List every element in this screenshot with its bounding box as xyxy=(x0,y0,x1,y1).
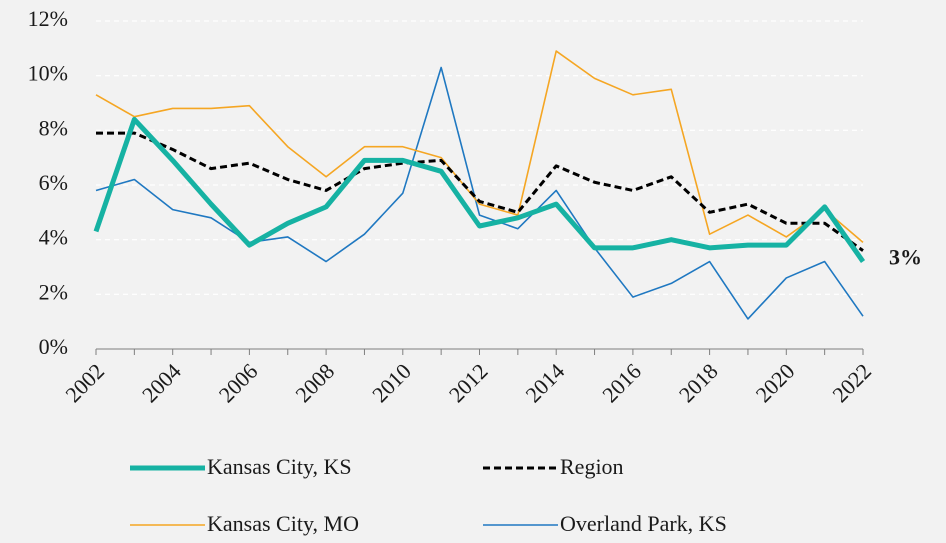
y-tick-label: 8% xyxy=(39,115,68,140)
legend-label: Overland Park, KS xyxy=(560,511,727,536)
x-tick-label: 2014 xyxy=(521,358,570,407)
y-tick-label: 10% xyxy=(28,61,68,86)
x-tick-label: 2008 xyxy=(290,358,339,407)
x-tick-label: 2022 xyxy=(827,358,876,407)
x-tick-label: 2018 xyxy=(674,358,723,407)
y-tick-label: 6% xyxy=(39,170,68,195)
legend-label: Kansas City, MO xyxy=(207,511,359,536)
x-tick-label: 2012 xyxy=(444,358,493,407)
x-tick-label: 2020 xyxy=(751,358,800,407)
y-tick-label: 4% xyxy=(39,225,68,250)
x-tick-label: 2016 xyxy=(597,358,646,407)
series-line xyxy=(96,131,864,252)
x-tick-label: 2002 xyxy=(60,358,109,407)
annotation: 3% xyxy=(889,245,922,270)
x-tick-label: 2006 xyxy=(214,358,263,407)
y-tick-label: 12% xyxy=(28,6,68,31)
legend-label: Kansas City, KS xyxy=(207,454,352,479)
y-tick-label: 2% xyxy=(39,279,68,304)
x-tick-label: 2004 xyxy=(137,358,186,407)
x-tick-label: 2010 xyxy=(367,358,416,407)
series-line xyxy=(95,50,864,244)
series-line xyxy=(95,66,864,320)
series-line xyxy=(93,116,866,263)
legend-label: Region xyxy=(560,454,624,479)
y-tick-label: 0% xyxy=(39,334,68,359)
